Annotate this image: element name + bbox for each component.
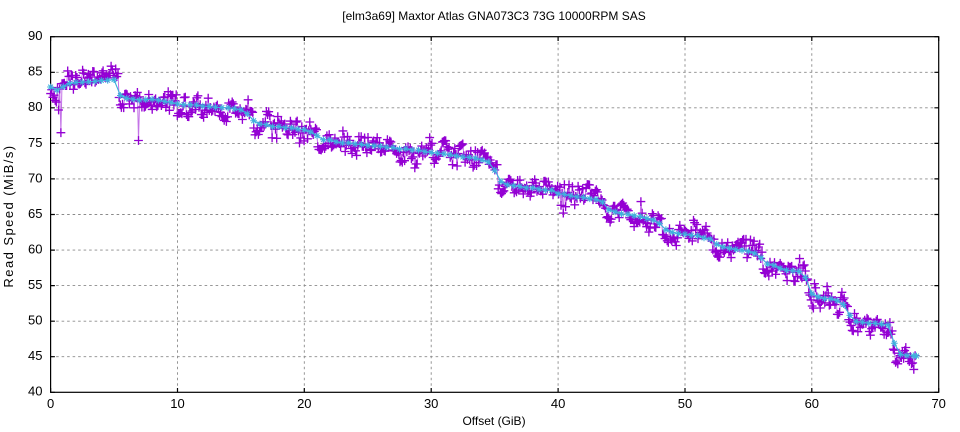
svg-text:20: 20	[297, 396, 311, 411]
svg-text:40: 40	[551, 396, 565, 411]
svg-text:80: 80	[28, 99, 42, 114]
svg-text:75: 75	[28, 135, 42, 150]
svg-text:45: 45	[28, 348, 42, 363]
svg-text:60: 60	[805, 396, 819, 411]
svg-text:55: 55	[28, 277, 42, 292]
svg-text:Read Speed (MiB/s): Read Speed (MiB/s)	[1, 144, 16, 287]
svg-text:40: 40	[28, 384, 42, 399]
svg-text:Offset (GiB): Offset (GiB)	[462, 414, 525, 428]
svg-text:85: 85	[28, 64, 42, 79]
svg-text:70: 70	[931, 396, 945, 411]
svg-text:[elm3a69] Maxtor Atlas GNA073C: [elm3a69] Maxtor Atlas GNA073C3 73G 1000…	[342, 9, 646, 23]
svg-text:65: 65	[28, 206, 42, 221]
svg-text:10: 10	[170, 396, 184, 411]
svg-text:60: 60	[28, 242, 42, 257]
svg-text:50: 50	[28, 313, 42, 328]
svg-text:90: 90	[28, 28, 42, 43]
svg-text:0: 0	[47, 396, 54, 411]
svg-text:50: 50	[678, 396, 692, 411]
svg-text:70: 70	[28, 170, 42, 185]
svg-text:30: 30	[424, 396, 438, 411]
